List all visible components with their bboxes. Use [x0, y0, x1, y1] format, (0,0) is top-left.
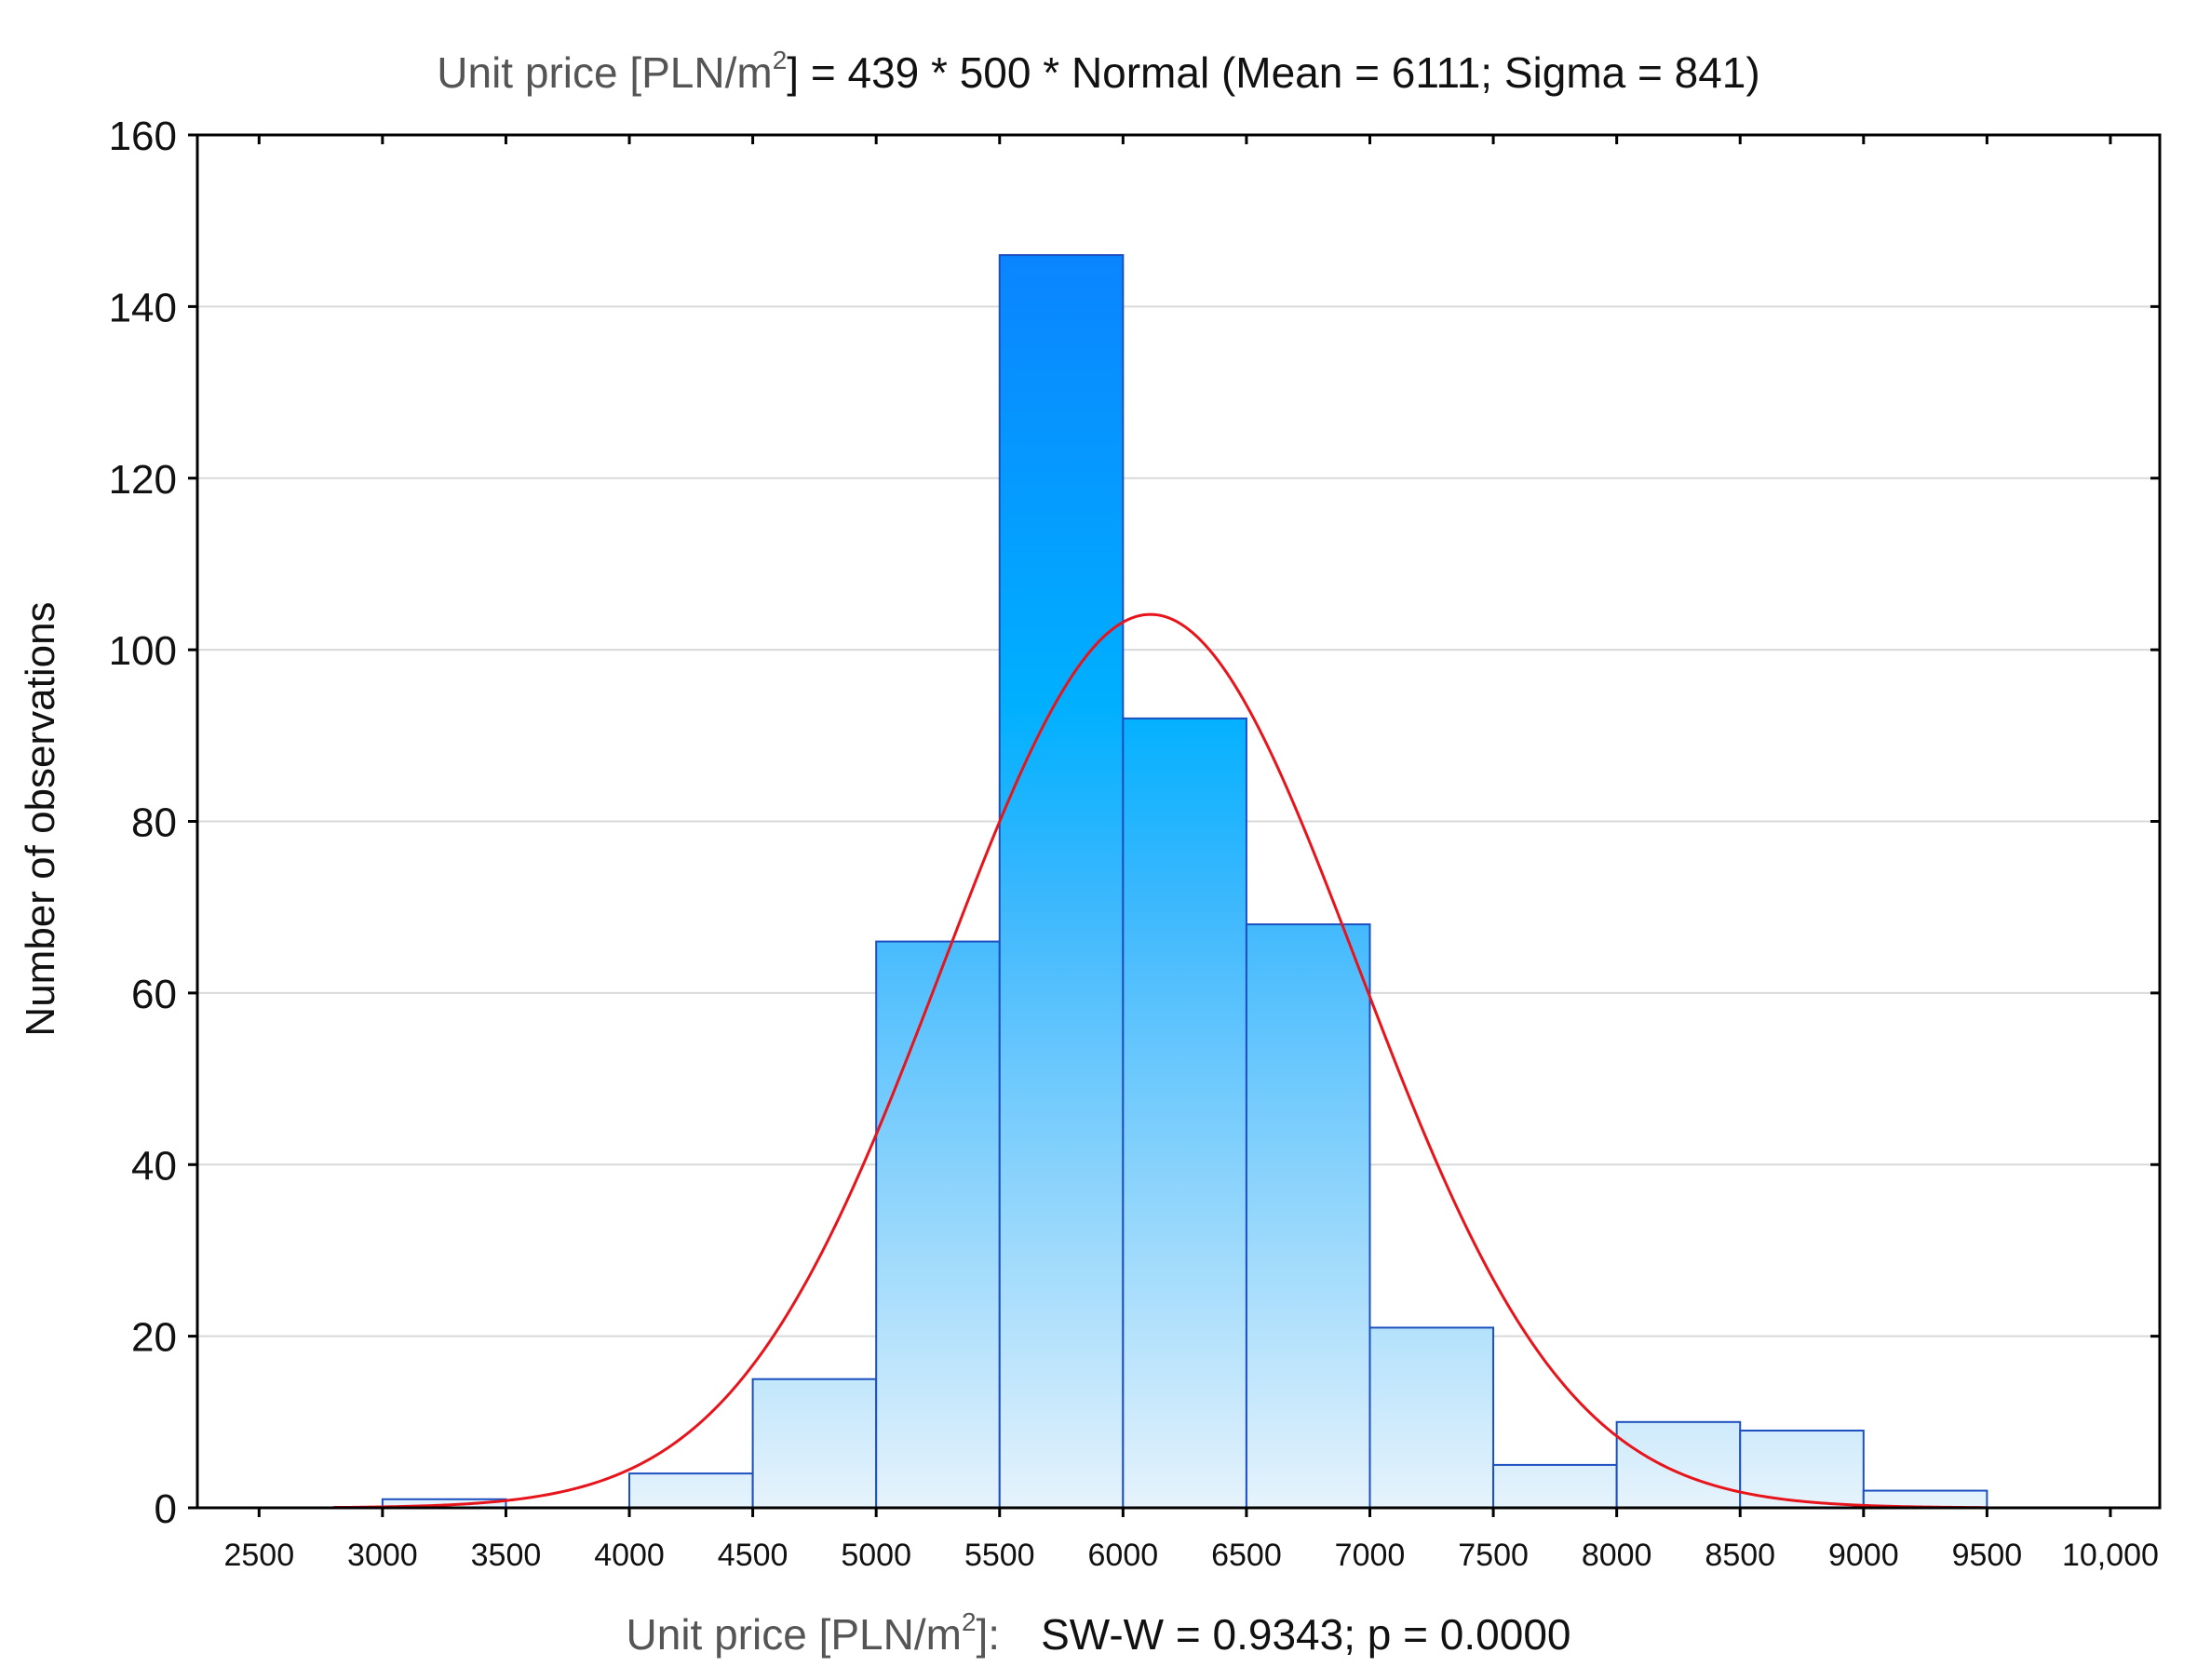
x-tick-label-9: 7000	[1335, 1538, 1406, 1573]
histogram-bar-3	[751, 1378, 878, 1509]
y-tick-label-5: 100	[109, 628, 177, 674]
x-tick-label-14: 9500	[1952, 1538, 2023, 1573]
x-tick-label-11: 8000	[1582, 1538, 1652, 1573]
normal-fit	[332, 612, 1988, 1510]
y-tick-label-6: 120	[109, 457, 177, 503]
y-tick-label-0: 0	[155, 1486, 177, 1532]
x-tick-label-2: 3500	[471, 1538, 542, 1573]
x-tick-label-0: 2500	[223, 1538, 294, 1573]
y-axis-label: Number of observations	[18, 601, 63, 1036]
x-tick-label-15: 10,000	[2062, 1538, 2159, 1573]
axis-ticks	[188, 133, 2160, 1517]
histogram-bar-6	[1122, 717, 1247, 1509]
y-tick-label-7: 140	[109, 285, 177, 330]
x-tick-label-13: 9000	[1828, 1538, 1899, 1573]
histogram-bar-10	[1615, 1420, 1742, 1509]
histogram-bars	[381, 254, 1988, 1509]
histogram-bar-5	[998, 254, 1125, 1509]
histogram-bar-8	[1368, 1326, 1495, 1509]
x-tick-label-10: 7500	[1458, 1538, 1529, 1573]
x-tick-label-8: 6500	[1211, 1538, 1282, 1573]
y-tick-label-3: 60	[131, 972, 177, 1017]
x-tick-label-4: 4500	[718, 1538, 788, 1573]
histogram-bar-4	[875, 940, 1001, 1509]
histogram-bar-7	[1245, 923, 1371, 1509]
x-tick-label-5: 5000	[841, 1538, 911, 1573]
x-tick-label-12: 8500	[1705, 1538, 1775, 1573]
histogram-bar-2	[628, 1472, 754, 1509]
x-tick-label-6: 5500	[964, 1538, 1035, 1573]
normal-fit-curve	[332, 612, 1988, 1510]
y-tick-label-2: 40	[131, 1143, 177, 1189]
y-tick-label-8: 160	[109, 114, 177, 159]
y-tick-label-1: 20	[131, 1315, 177, 1361]
x-tick-label-3: 4000	[594, 1538, 665, 1573]
x-tick-label-1: 3000	[347, 1538, 418, 1573]
histogram-bar-9	[1492, 1463, 1618, 1509]
chart-title: Unit price [PLN/m2] = 439 * 500 * Normal…	[437, 46, 1759, 97]
y-tick-labels: 0 20 40 60 80 100 120 140 160	[109, 114, 177, 1532]
y-tick-label-4: 80	[131, 800, 177, 846]
x-tick-label-7: 6000	[1088, 1538, 1159, 1573]
x-axis-label: Unit price [PLN/m2]: SW-W = 0.9343; p = 0…	[627, 1607, 1571, 1659]
x-tick-labels: 2500 3000 3500 4000 4500 5000 5500 6000 6500 7000…	[223, 1538, 2158, 1573]
